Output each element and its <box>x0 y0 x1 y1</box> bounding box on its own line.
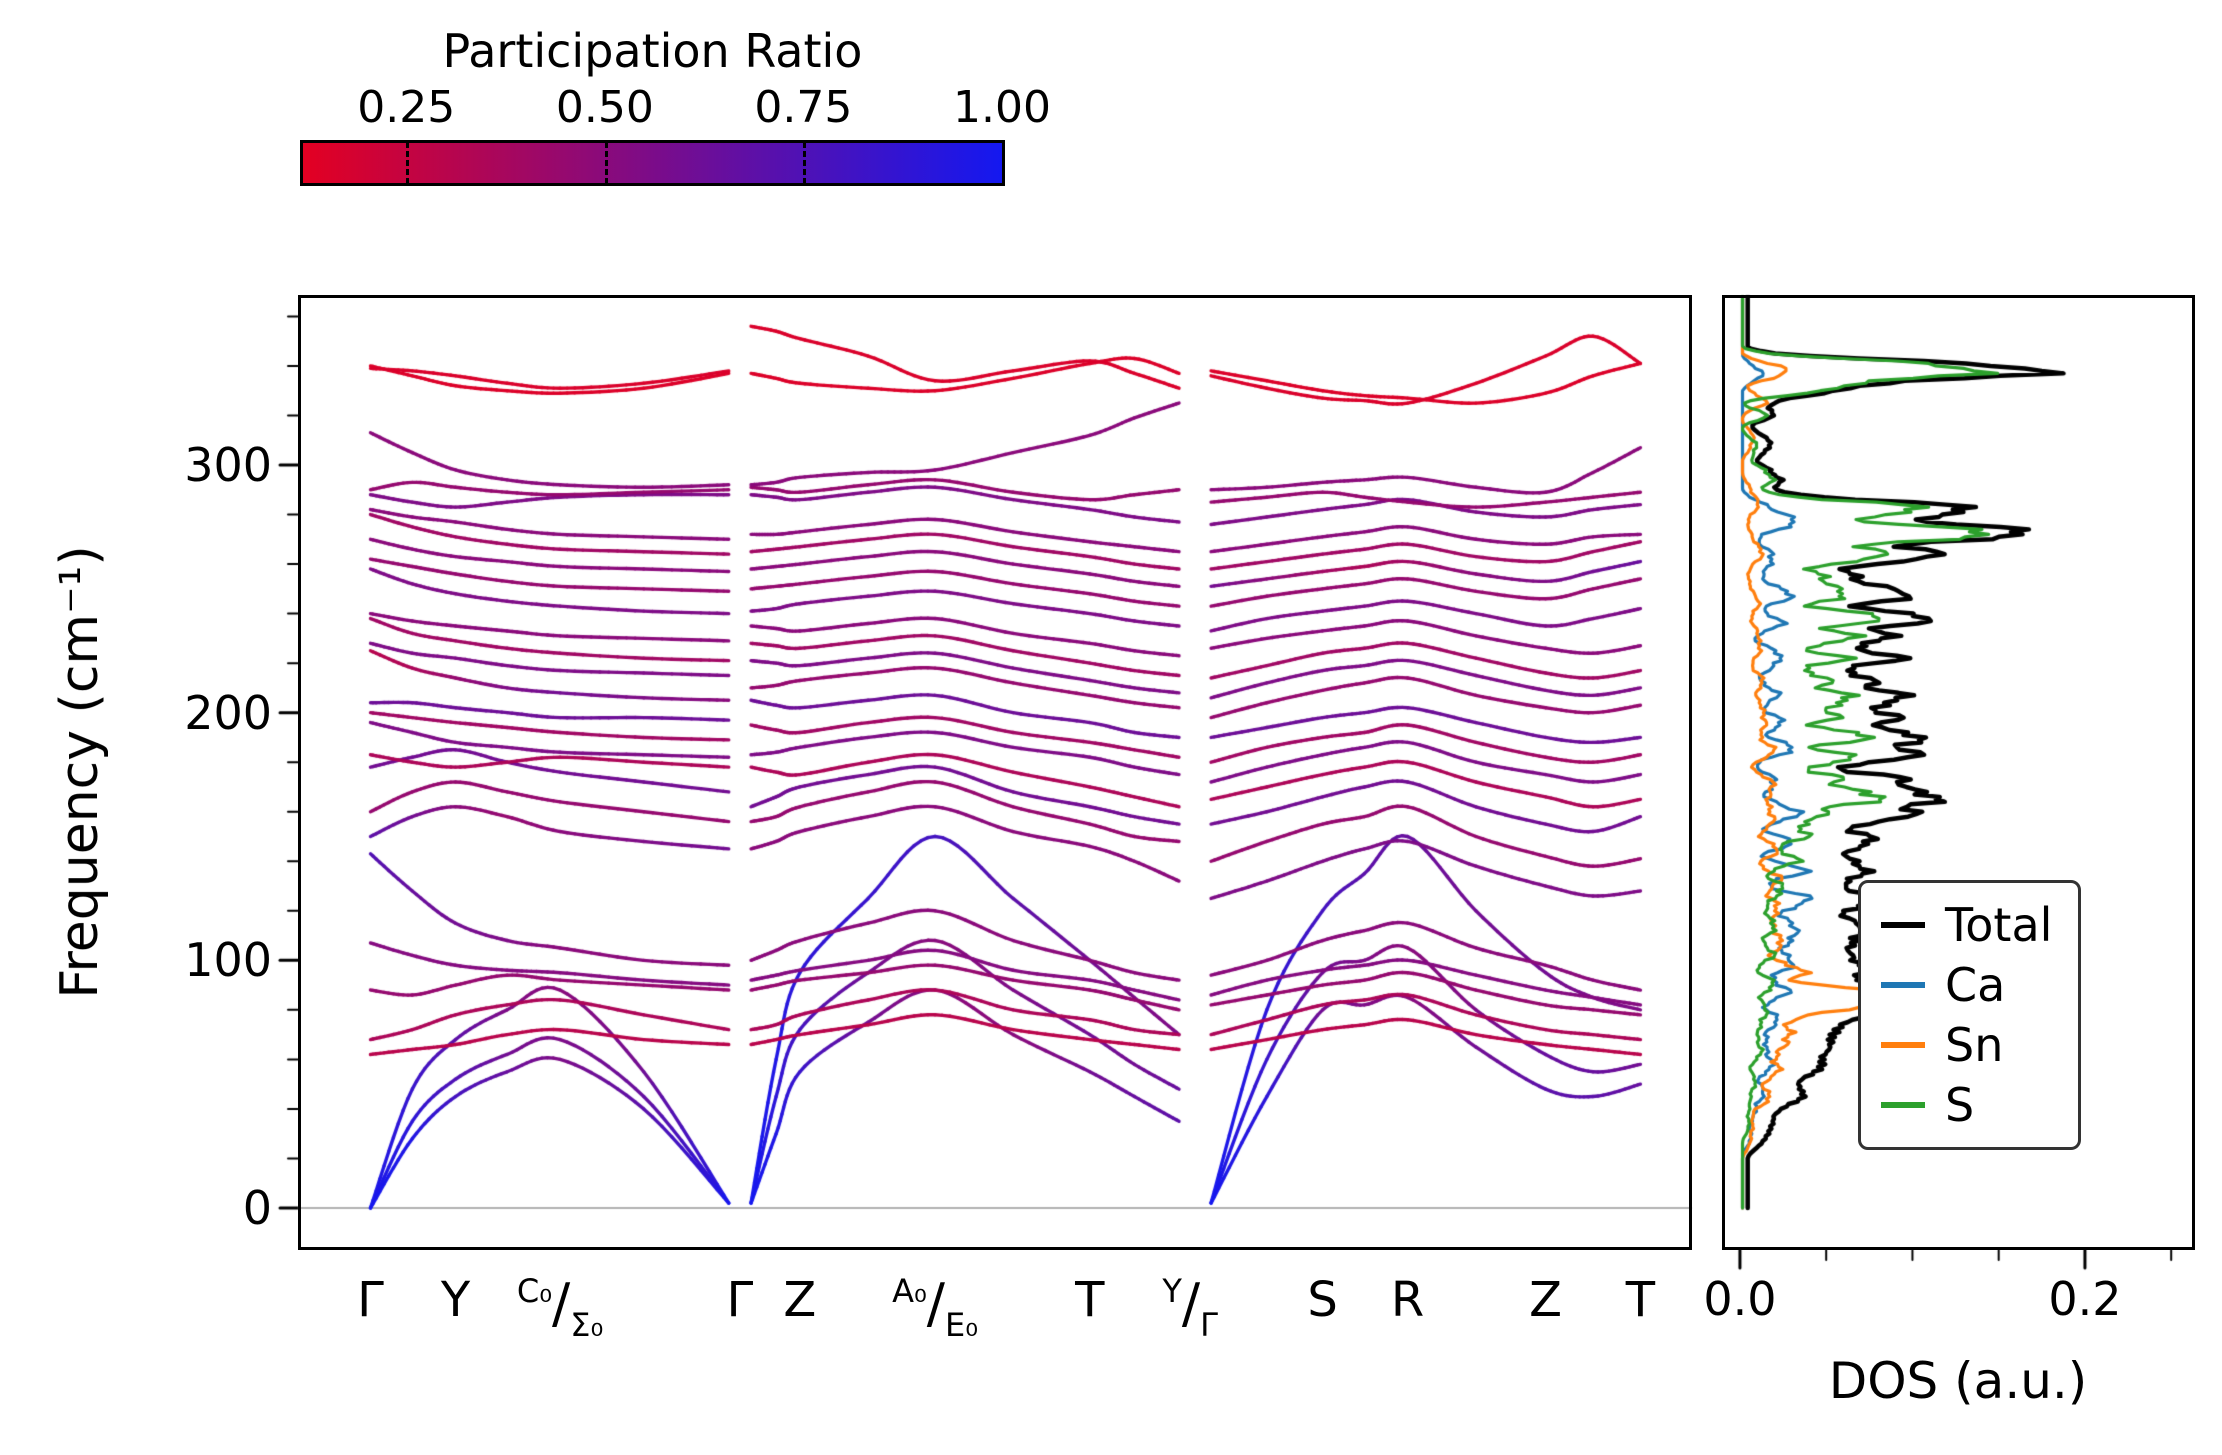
legend-label: Total <box>1945 898 2053 952</box>
colorbar-tick-label: 0.50 <box>555 82 654 133</box>
legend-label: Ca <box>1945 958 2006 1012</box>
dos-axis-tick-label: 0.2 <box>2048 1272 2122 1326</box>
legend-label: S <box>1945 1078 1975 1132</box>
kpoint-label-part: / <box>1181 1272 1201 1335</box>
kpoint-label-part: / <box>552 1272 571 1335</box>
legend-line-swatch <box>1881 1102 1925 1108</box>
kpoint-label-part: C₀ <box>516 1272 553 1310</box>
colorbar <box>300 140 1005 186</box>
colorbar-tick-mark <box>406 142 410 184</box>
y-axis-tick-label: 100 <box>184 933 272 988</box>
kpoint-label: Y <box>440 1272 471 1328</box>
kpoint-label-part: Γ <box>1200 1306 1218 1344</box>
colorbar-title: Participation Ratio <box>442 24 863 78</box>
kpoint-label-part: A₀ <box>892 1272 927 1310</box>
legend-line-swatch <box>1881 982 1925 988</box>
colorbar-tick-mark <box>604 142 608 184</box>
kpoint-label: Γ <box>726 1272 754 1328</box>
legend-line-swatch <box>1881 922 1925 928</box>
kpoint-label-part: Y <box>1162 1272 1182 1310</box>
dos-axis-label: DOS (a.u.) <box>1828 1352 2088 1410</box>
kpoint-label: T <box>1625 1272 1656 1328</box>
kpoint-label: R <box>1390 1272 1425 1328</box>
kpoint-label-part: / <box>926 1272 945 1335</box>
colorbar-tick-label: 0.75 <box>754 82 853 133</box>
kpoint-label: S <box>1307 1272 1338 1328</box>
legend-item: S <box>1881 1075 2052 1135</box>
legend-item: Total <box>1881 895 2052 955</box>
kpoint-label: Z <box>783 1272 817 1328</box>
dos-legend: Total Ca Sn S <box>1858 880 2082 1150</box>
kpoint-label: A₀/E₀ <box>892 1272 978 1344</box>
y-axis-tick-label: 0 <box>242 1181 272 1235</box>
y-axis-tick-label: 300 <box>184 438 272 492</box>
legend-label: Sn <box>1945 1018 2004 1072</box>
kpoint-label: Y/Γ <box>1162 1272 1218 1344</box>
legend-item: Ca <box>1881 955 2052 1015</box>
dos-axis-tick-label: 0.0 <box>1703 1272 1777 1326</box>
kpoint-label: Γ <box>357 1272 384 1328</box>
colorbar-tick-label: 0.25 <box>357 82 456 133</box>
kpoint-label: Z <box>1529 1272 1563 1328</box>
kpoint-label-part: E₀ <box>944 1306 979 1344</box>
kpoint-label: C₀/Σ₀ <box>517 1272 603 1344</box>
band-structure-panel <box>298 295 1692 1250</box>
y-axis-label: Frequency (cm⁻¹) <box>50 545 110 999</box>
colorbar-tick-mark <box>803 142 807 184</box>
y-axis-tick-label: 200 <box>184 685 272 740</box>
kpoint-label: T <box>1075 1272 1105 1328</box>
legend-line-swatch <box>1881 1042 1925 1048</box>
dos-panel <box>1722 295 2195 1250</box>
legend-item: Sn <box>1881 1015 2052 1075</box>
kpoint-label-part: Σ₀ <box>570 1306 604 1344</box>
colorbar-tick-label: 1.00 <box>953 82 1051 133</box>
